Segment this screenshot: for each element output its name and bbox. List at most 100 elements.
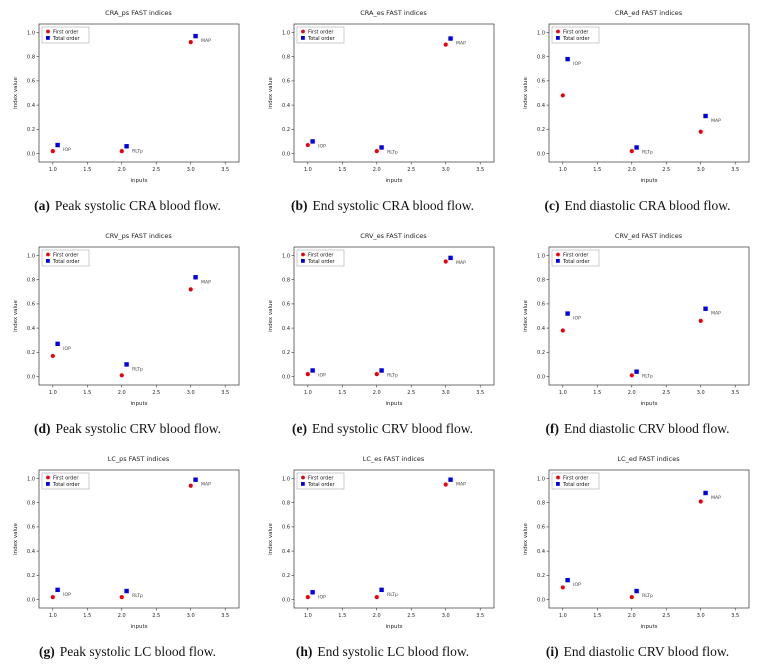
total-order-point bbox=[192, 33, 198, 39]
y-tick-label: 0.4 bbox=[282, 103, 290, 109]
x-tick-label: 1.0 bbox=[303, 390, 311, 396]
y-tick-label: 0.0 bbox=[537, 374, 545, 380]
y-tick-label: 1.0 bbox=[537, 253, 545, 259]
point-label: RLTp bbox=[132, 366, 143, 372]
total-order-point bbox=[378, 587, 384, 593]
plot-area bbox=[293, 23, 494, 163]
y-tick-label: 0.2 bbox=[27, 350, 35, 356]
legend-box bbox=[41, 472, 89, 490]
subplot-caption: (e) End systolic CRV blood flow. bbox=[292, 421, 473, 437]
x-tick-label: 3.5 bbox=[476, 167, 484, 173]
y-tick-label: 0.0 bbox=[282, 374, 290, 380]
total-order-point bbox=[309, 368, 315, 373]
y-axis-label: index value bbox=[13, 76, 19, 108]
x-tick-label: 2.0 bbox=[627, 613, 635, 619]
first-order-point bbox=[50, 149, 55, 154]
subplot-panel-h: LC_es FAST indices 1.0 1.5 2.0 2.5 3.0 3.5 0.0… bbox=[255, 448, 510, 671]
y-tick-label: 0.8 bbox=[282, 277, 290, 283]
first-order-point bbox=[305, 595, 310, 600]
total-order-point bbox=[123, 144, 129, 149]
y-tick-label: 0.0 bbox=[27, 374, 35, 380]
total-order-point bbox=[633, 369, 639, 374]
legend-total-order-marker-icon bbox=[300, 36, 305, 40]
first-order-point bbox=[119, 373, 124, 378]
caption-text: Peak systolic CRA blood flow. bbox=[54, 198, 221, 213]
point-label: IOP bbox=[318, 143, 326, 149]
legend-total-order-label: Total order bbox=[307, 482, 336, 488]
x-tick-label: 2.5 bbox=[662, 390, 670, 396]
point-label: RLTp bbox=[642, 149, 653, 155]
x-tick-label: 1.0 bbox=[558, 390, 566, 396]
total-order-point bbox=[447, 255, 453, 261]
first-order-point bbox=[698, 499, 703, 504]
first-order-point bbox=[119, 595, 124, 600]
caption-label: (e) bbox=[292, 421, 308, 436]
x-tick-label: 1.5 bbox=[83, 390, 91, 396]
y-tick-label: 1.0 bbox=[282, 476, 290, 482]
plot-area bbox=[38, 246, 239, 386]
x-tick-label: 2.5 bbox=[152, 613, 160, 619]
y-tick-label: 1.0 bbox=[27, 30, 35, 36]
legend-total-order-label: Total order bbox=[52, 482, 81, 488]
x-tick-label: 1.0 bbox=[558, 167, 566, 173]
x-tick-label: 2.5 bbox=[662, 167, 670, 173]
x-tick-label: 2.0 bbox=[627, 167, 635, 173]
point-label: MAP bbox=[456, 482, 466, 488]
x-tick-label: 3.0 bbox=[696, 167, 704, 173]
total-order-point bbox=[192, 477, 198, 482]
point-label: MAP bbox=[456, 260, 466, 266]
chart-plot: 1.0 1.5 2.0 2.5 3.0 3.5 0.0 0.2 0.4 0.6 0.8 1.0 inpu… bbox=[13, 469, 239, 630]
subplot-panel-c: CRA_ed FAST indices 1.0 1.5 2.0 2.5 3.0 3.5 0.… bbox=[510, 2, 765, 225]
y-tick-label: 0.0 bbox=[282, 151, 290, 157]
legend-total-order-marker-icon bbox=[45, 36, 50, 40]
chart-title: CRV_ed FAST indices bbox=[614, 232, 683, 240]
x-tick-label: 1.5 bbox=[338, 613, 346, 619]
legend-first-order-marker-icon bbox=[300, 475, 305, 480]
subplot-caption: (b) End systolic CRA blood flow. bbox=[291, 198, 474, 214]
x-tick-label: 1.5 bbox=[593, 390, 601, 396]
chart-title: CRA_ed FAST indices bbox=[614, 9, 683, 17]
x-axis-label: inputs bbox=[385, 624, 402, 630]
y-tick-label: 0.8 bbox=[537, 500, 545, 506]
chart-plot: 1.0 1.5 2.0 2.5 3.0 3.5 0.0 0.2 0.4 0.6 0.8 1.0 inpu… bbox=[13, 246, 239, 407]
y-tick-label: 1.0 bbox=[282, 253, 290, 259]
point-label: MAP bbox=[711, 311, 721, 317]
y-tick-label: 0.8 bbox=[537, 54, 545, 60]
y-tick-label: 0.8 bbox=[537, 277, 545, 283]
y-tick-label: 0.4 bbox=[27, 103, 35, 109]
caption-text: End systolic CRV blood flow. bbox=[312, 421, 473, 436]
first-order-point bbox=[629, 373, 634, 378]
first-order-point bbox=[50, 595, 55, 600]
subplot-caption: (c) End diastolic CRA blood flow. bbox=[545, 198, 731, 214]
y-tick-label: 1.0 bbox=[27, 253, 35, 259]
legend-total-order-marker-icon bbox=[300, 482, 305, 486]
y-tick-label: 0.4 bbox=[282, 326, 290, 332]
x-axis-label: inputs bbox=[130, 401, 147, 407]
x-tick-label: 1.0 bbox=[48, 613, 56, 619]
legend-first-order-marker-icon bbox=[300, 252, 305, 257]
point-label: IOP bbox=[63, 346, 71, 352]
total-order-point bbox=[564, 56, 570, 62]
point-label: RLTp bbox=[642, 593, 653, 599]
legend-first-order-marker-icon bbox=[45, 252, 50, 257]
y-tick-label: 0.6 bbox=[27, 79, 35, 85]
first-order-point bbox=[560, 328, 565, 333]
legend-total-order-marker-icon bbox=[45, 259, 50, 263]
x-tick-label: 1.5 bbox=[338, 390, 346, 396]
point-label: IOP bbox=[318, 372, 326, 378]
x-axis-label: inputs bbox=[130, 178, 147, 184]
first-order-point bbox=[560, 93, 565, 98]
legend-first-order-label: First order bbox=[563, 475, 589, 481]
chart-plot: 1.0 1.5 2.0 2.5 3.0 3.5 0.0 0.2 0.4 0.6 0.8 1.0 inpu… bbox=[268, 246, 494, 407]
caption-text: Peak systolic CRV blood flow. bbox=[55, 421, 221, 436]
subplot-caption: (h) End systolic LC blood flow. bbox=[296, 644, 469, 660]
first-order-point bbox=[698, 129, 703, 134]
chart-plot: 1.0 1.5 2.0 2.5 3.0 3.5 0.0 0.2 0.4 0.6 0.8 1.0 inpu… bbox=[13, 23, 239, 184]
y-axis-label: index value bbox=[13, 522, 19, 554]
point-label: RLTp bbox=[132, 148, 143, 154]
x-tick-label: 3.0 bbox=[696, 613, 704, 619]
y-tick-label: 0.0 bbox=[537, 597, 545, 603]
